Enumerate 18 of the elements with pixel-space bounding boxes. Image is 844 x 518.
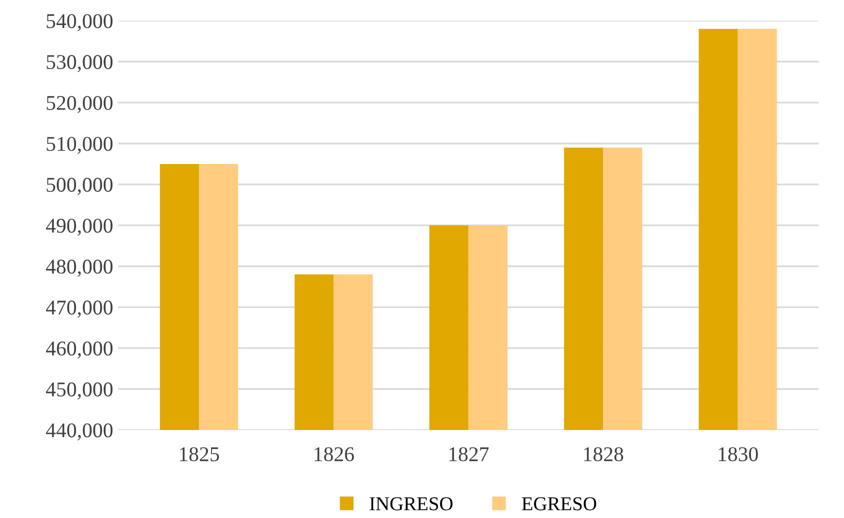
x-tick-label: 1826 bbox=[314, 447, 354, 462]
legend-label: EGRESO bbox=[522, 497, 596, 510]
y-tick-label: 440,000 bbox=[46, 423, 113, 440]
y-tick-label: 480,000 bbox=[46, 260, 113, 277]
y-tick-label: 520,000 bbox=[46, 96, 113, 113]
y-tick-label: 540,000 bbox=[46, 14, 113, 32]
y-tick-label: 510,000 bbox=[46, 136, 113, 154]
y-tick-label: 460,000 bbox=[46, 341, 113, 359]
y-tick-label: 490,000 bbox=[46, 218, 113, 236]
legend-label: INGRESO bbox=[370, 497, 452, 510]
y-tick-label: 530,000 bbox=[46, 55, 113, 72]
y-tick-label: 450,000 bbox=[46, 382, 113, 400]
x-tick-label: 1828 bbox=[584, 447, 624, 462]
y-tick-label: 470,000 bbox=[46, 300, 113, 318]
x-tick-label: 1830 bbox=[718, 447, 758, 462]
x-tick-label: 1827 bbox=[449, 447, 489, 462]
x-tick-label: 1825 bbox=[180, 447, 220, 462]
y-tick-label: 500,000 bbox=[46, 178, 113, 195]
